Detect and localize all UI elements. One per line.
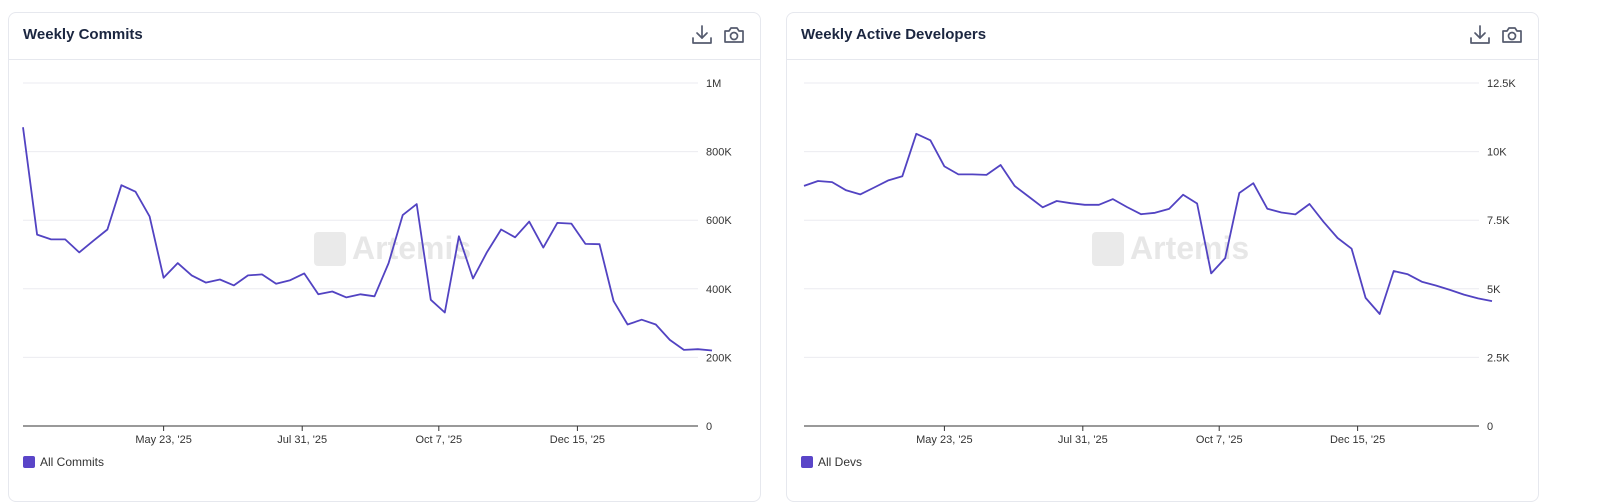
x-tick-label: Jul 31, '25 [1058,434,1108,446]
chart-card-weekly-active-developers: Weekly Active Developers Artemis 0 2.5K 5K 7… [786,12,1539,502]
y-tick-label: 800K [706,147,732,159]
y-tick-label: 0 [706,421,712,433]
x-tick-label: Jul 31, '25 [277,434,327,446]
download-button[interactable] [690,23,714,47]
legend-item[interactable]: All Devs [801,455,862,469]
line-chart: 0 2.5K 5K 7.5K 10K 12.5K May 23, '25 Jul 31, '2… [803,78,1516,446]
series-line [803,132,1493,315]
download-icon [1468,25,1492,51]
chart-title: Weekly Active Developers [801,26,987,43]
series-line [22,127,713,352]
legend-swatch [801,456,813,468]
legend-label: All Commits [40,455,105,469]
screenshot-button[interactable] [1500,23,1524,47]
x-tick-label: Oct 7, '25 [415,434,462,446]
camera-icon [722,27,746,51]
artemis-watermark-logo: Artemis [314,230,471,267]
screenshot-button[interactable] [722,23,746,47]
chart-card-weekly-commits: Weekly Commits Artemis 0 200K 400K 600K 800K 1… [8,12,761,502]
card-header: Weekly Active Developers [787,13,1538,60]
y-tick-label: 0 [1487,421,1493,433]
camera-icon [1500,27,1524,51]
legend-label: All Devs [818,455,863,469]
y-tick-label: 1M [706,78,721,90]
download-icon [690,25,714,51]
watermark-text: Artemis [352,230,472,266]
legend-item[interactable]: All Commits [23,455,104,469]
y-tick-label: 12.5K [1487,78,1516,90]
chart-title: Weekly Commits [23,26,143,43]
x-tick-label: Dec 15, '25 [550,434,605,446]
x-tick-label: May 23, '25 [135,434,192,446]
card-header: Weekly Commits [9,13,760,60]
y-tick-label: 5K [1487,284,1501,296]
download-button[interactable] [1468,23,1492,47]
y-tick-label: 400K [706,284,732,296]
x-tick-label: May 23, '25 [916,434,973,446]
x-tick-label: Oct 7, '25 [1196,434,1243,446]
x-tick-label: Dec 15, '25 [1330,434,1385,446]
legend-swatch [23,456,35,468]
y-tick-label: 10K [1487,147,1507,159]
y-tick-label: 600K [706,215,732,227]
y-tick-label: 2.5K [1487,352,1510,364]
line-chart: 0 200K 400K 600K 800K 1M May 23, '25 Jul 31, '2… [22,78,732,446]
y-tick-label: 200K [706,352,732,364]
y-tick-label: 7.5K [1487,215,1510,227]
